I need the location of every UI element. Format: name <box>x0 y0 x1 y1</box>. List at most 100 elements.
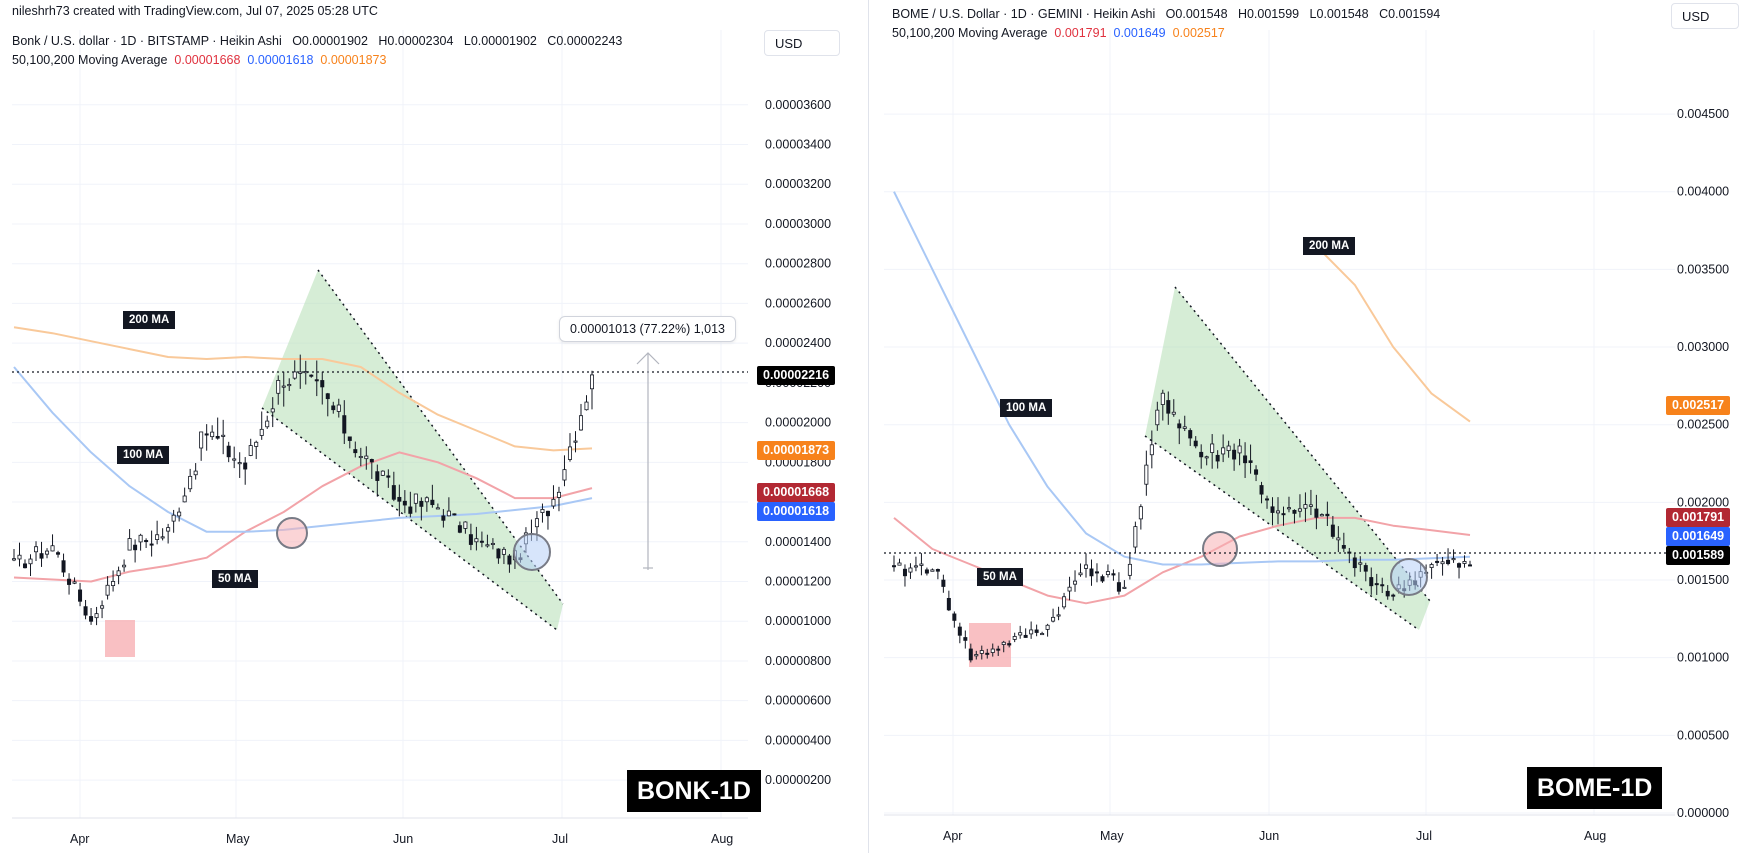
candle-body <box>479 540 484 543</box>
candle-body <box>408 506 413 514</box>
bome-watermark: BOME-1D <box>1527 767 1663 809</box>
candle-body <box>116 570 121 577</box>
ma100-price-label: 0.001649 <box>1666 527 1731 546</box>
candle-body <box>545 510 550 517</box>
candle-body <box>1243 455 1248 464</box>
candle-body <box>1051 616 1056 622</box>
y-tick-label: 0.001500 <box>1677 573 1729 587</box>
candle-body <box>1297 508 1302 512</box>
wedge-lower-line <box>1144 435 1420 631</box>
ma200-price-label: 0.002517 <box>1666 396 1731 415</box>
candle-body <box>39 553 44 559</box>
y-tick-label: 0.00000800 <box>765 654 831 668</box>
candle-body <box>897 562 902 566</box>
y-tick-label: 0.00003400 <box>765 138 831 152</box>
candle-body <box>1171 411 1176 415</box>
y-tick-label: 0.00002800 <box>765 257 831 271</box>
candle-body <box>578 415 583 431</box>
candle-body <box>78 589 83 602</box>
candle-body <box>248 445 253 456</box>
candle-body <box>474 538 479 543</box>
currency-button[interactable]: USD <box>764 30 840 56</box>
last-price-label: 0.00002216 <box>757 366 836 385</box>
candle-body <box>1369 577 1374 587</box>
ma100-value: 0.00001618 <box>247 53 314 67</box>
candle-body <box>23 563 28 569</box>
candle-body <box>941 579 946 587</box>
candle-body <box>1166 400 1171 414</box>
candle-body <box>963 637 968 641</box>
ma200-value: 0.002517 <box>1172 26 1225 40</box>
ma100-price-label: 0.00001618 <box>757 502 836 521</box>
candle-body <box>556 491 561 498</box>
candle-body <box>204 433 209 436</box>
candle-body <box>567 446 572 460</box>
x-tick-label: Apr <box>943 829 962 843</box>
candle-body <box>1177 423 1182 429</box>
y-tick-label: 0.001000 <box>1677 651 1729 665</box>
x-tick-label: Jun <box>1259 829 1279 843</box>
bome-ma-legend[interactable]: 50,100,200 Moving Average 0.001791 0.001… <box>892 25 1225 41</box>
candle-body <box>1001 641 1006 645</box>
x-tick-label: May <box>226 832 250 846</box>
candle-body <box>1210 443 1215 453</box>
ma200-annotation: 200 MA <box>1303 237 1356 255</box>
candle-body <box>534 518 539 528</box>
candle-body <box>1363 565 1368 572</box>
currency-button[interactable]: USD <box>1671 3 1739 29</box>
candle-body <box>507 555 512 565</box>
ohlc-low: L0.00001902 <box>463 34 537 48</box>
candle-body <box>424 497 429 503</box>
bome-chart-svg[interactable]: 0.004500 0.004000 0.003500 0.003000 0.002500… <box>880 0 1750 853</box>
x-tick-label: Jul <box>552 832 568 846</box>
candle-body <box>1281 513 1286 516</box>
candle-body <box>1007 643 1012 646</box>
candle-body <box>391 485 396 500</box>
low-zone-box <box>105 620 135 657</box>
bonk-chart-svg[interactable]: 0.00003600 0.00003400 0.00003200 0.00003000… <box>0 0 858 853</box>
candle-body <box>1012 636 1017 640</box>
candle-body <box>397 496 402 502</box>
measure-label: 0.00001013 (77.22%) 1,013 <box>559 316 736 342</box>
candle-body <box>1468 564 1473 567</box>
candle-body <box>1292 509 1297 514</box>
candle-body <box>1062 596 1067 608</box>
ma100-annotation: 100 MA <box>117 446 170 464</box>
candle-body <box>17 554 22 560</box>
candle-body <box>34 546 39 553</box>
candle-body <box>314 379 319 382</box>
ma-legend-label: 50,100,200 Moving Average <box>892 26 1048 40</box>
ohlc-close: C0.00002243 <box>547 34 623 48</box>
y-tick-label: 0.00002600 <box>765 296 831 310</box>
ohlc-open: O0.00001902 <box>292 34 368 48</box>
candle-body <box>1116 582 1121 592</box>
candle-body <box>1275 510 1280 514</box>
candle-body <box>924 569 929 574</box>
candle-body <box>1193 440 1198 447</box>
panel-divider-line <box>868 0 869 853</box>
y-tick-label: 0.00000200 <box>765 773 831 787</box>
candle-body <box>133 544 138 551</box>
candle-body <box>94 613 99 619</box>
candle-body <box>331 405 336 411</box>
bonk-ma-legend[interactable]: 50,100,200 Moving Average 0.00001668 0.0… <box>12 52 386 68</box>
candle-body <box>496 548 501 559</box>
candle-body <box>1380 584 1385 587</box>
ma50-line <box>13 451 593 583</box>
y-tick-label: 0.00003000 <box>765 217 831 231</box>
candle-body <box>45 550 50 555</box>
candle-body <box>1160 392 1165 405</box>
candle-body <box>1391 594 1396 597</box>
candle-body <box>463 521 468 529</box>
candle-body <box>182 495 187 503</box>
candle-body <box>1440 561 1445 565</box>
x-tick-label: Jun <box>393 832 413 846</box>
candle-body <box>1374 583 1379 586</box>
ma200-annotation: 200 MA <box>123 311 176 329</box>
candle-body <box>485 544 490 547</box>
y-tick-label: 0.00000400 <box>765 733 831 747</box>
ma200-value: 0.00001873 <box>320 53 387 67</box>
candle-body <box>276 380 281 394</box>
candle-body <box>957 626 962 636</box>
candle-body <box>67 578 72 585</box>
